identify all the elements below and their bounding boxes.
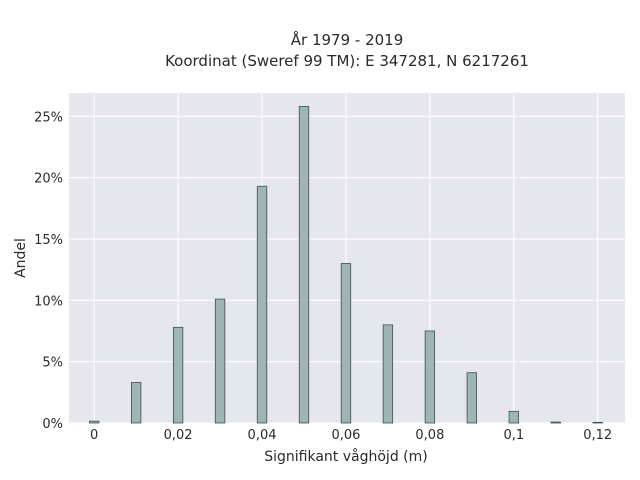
y-tick-label: 5% (42, 356, 63, 371)
x-tick-label: 0,12 (583, 428, 612, 443)
y-tick-label: 20% (34, 172, 63, 187)
histogram-bar (256, 185, 268, 424)
x-tick-label: 0,02 (164, 428, 193, 443)
y-axis-label: Andel (13, 238, 29, 278)
histogram-bar (298, 106, 310, 424)
histogram-bar (172, 326, 184, 424)
histogram-bar (508, 410, 519, 424)
y-axis-ticks: 0% 5% 10% 15% 20% 25% (34, 110, 63, 432)
x-tick-label: 0,1 (503, 428, 524, 443)
x-axis-ticks: 0 0,02 0,04 0,06 0,08 0,1 0,12 (90, 428, 612, 443)
y-tick-label: 10% (34, 294, 63, 309)
histogram-bar (424, 330, 436, 424)
y-tick-label: 25% (34, 110, 63, 125)
x-tick-label: 0,06 (331, 428, 360, 443)
histogram-bar (382, 324, 394, 424)
histogram-bar (130, 382, 142, 424)
histogram-bar (592, 421, 603, 424)
histogram-bar (89, 420, 100, 424)
histogram-bar (466, 372, 477, 424)
chart-title-coordinate: Koordinat (Sweref 99 TM): E 347281, N 62… (165, 52, 529, 70)
histogram-bar (550, 421, 561, 424)
x-axis-label: Signifikant våghöjd (m) (264, 448, 427, 465)
x-tick-label: 0 (90, 428, 98, 443)
bars (89, 106, 603, 424)
x-tick-label: 0,08 (415, 428, 444, 443)
histogram-bar (214, 298, 226, 424)
chart-title-year-range: År 1979 - 2019 (291, 30, 404, 49)
y-tick-label: 15% (34, 233, 63, 248)
x-tick-label: 0,04 (248, 428, 277, 443)
y-tick-label: 0% (42, 417, 63, 432)
histogram-bar (340, 263, 352, 424)
